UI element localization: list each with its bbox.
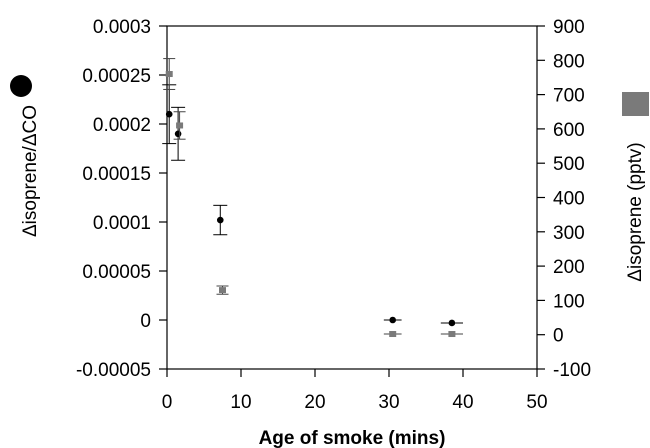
right-tick-label: 700 <box>553 86 585 107</box>
x-axis: 0 10 20 30 40 50 <box>162 369 548 413</box>
left-tick-label: 0.00005 <box>82 262 151 283</box>
series-point-circle <box>389 316 397 324</box>
left-tick-label: 0.00025 <box>82 66 151 87</box>
left-tick-label: 0.0002 <box>93 115 151 136</box>
right-tick-label: 100 <box>553 291 585 312</box>
left-tick-label: 0.0001 <box>93 213 151 234</box>
x-tick-label: 0 <box>162 392 173 413</box>
right-tick-label: 600 <box>553 120 585 141</box>
series-point-square <box>219 287 226 294</box>
right-tick-label: 500 <box>553 154 585 175</box>
left-axis: -0.00005 0 0.00005 0.0001 0.00015 0.0002 0.000… <box>76 17 167 381</box>
left-axis-legend-marker-circle <box>10 75 32 97</box>
left-tick-label: 0.0003 <box>93 17 151 38</box>
series-point-square <box>448 331 456 338</box>
x-tick-label: 20 <box>304 392 325 413</box>
series-point-square <box>176 122 184 129</box>
right-tick-label: -100 <box>553 360 591 381</box>
x-axis-title: Age of smoke (mins) <box>259 428 446 448</box>
right-tick-label: 200 <box>553 257 585 278</box>
series-point-circle <box>165 110 173 118</box>
left-tick-label: -0.00005 <box>76 360 151 381</box>
right-tick-label: 0 <box>553 326 564 347</box>
series-point-square <box>389 331 397 338</box>
plot-frame <box>166 25 538 370</box>
right-tick-label: 300 <box>553 223 585 244</box>
right-axis: -100 0 100 200 300 400 500 600 700 800 900 <box>537 17 591 381</box>
series-point-circle <box>216 216 224 224</box>
series-point-square <box>165 71 173 78</box>
series-point-circle <box>174 130 182 138</box>
right-tick-label: 400 <box>553 189 585 210</box>
right-tick-label: 900 <box>553 17 585 38</box>
x-tick-label: 10 <box>230 392 251 413</box>
plot-area-border <box>166 25 538 370</box>
left-tick-label: 0.00015 <box>82 164 151 185</box>
right-tick-label: 800 <box>553 51 585 72</box>
data-points <box>162 58 463 338</box>
x-tick-label: 40 <box>452 392 473 413</box>
x-tick-label: 30 <box>378 392 399 413</box>
x-tick-label: 50 <box>526 392 547 413</box>
right-axis-legend-marker-square <box>622 92 649 116</box>
right-axis-title: Δisoprene (pptv) <box>625 142 646 281</box>
left-tick-label: 0 <box>140 311 151 332</box>
series-point-circle <box>448 319 456 327</box>
left-axis-title: Δisoprene/ΔCO <box>20 105 41 237</box>
